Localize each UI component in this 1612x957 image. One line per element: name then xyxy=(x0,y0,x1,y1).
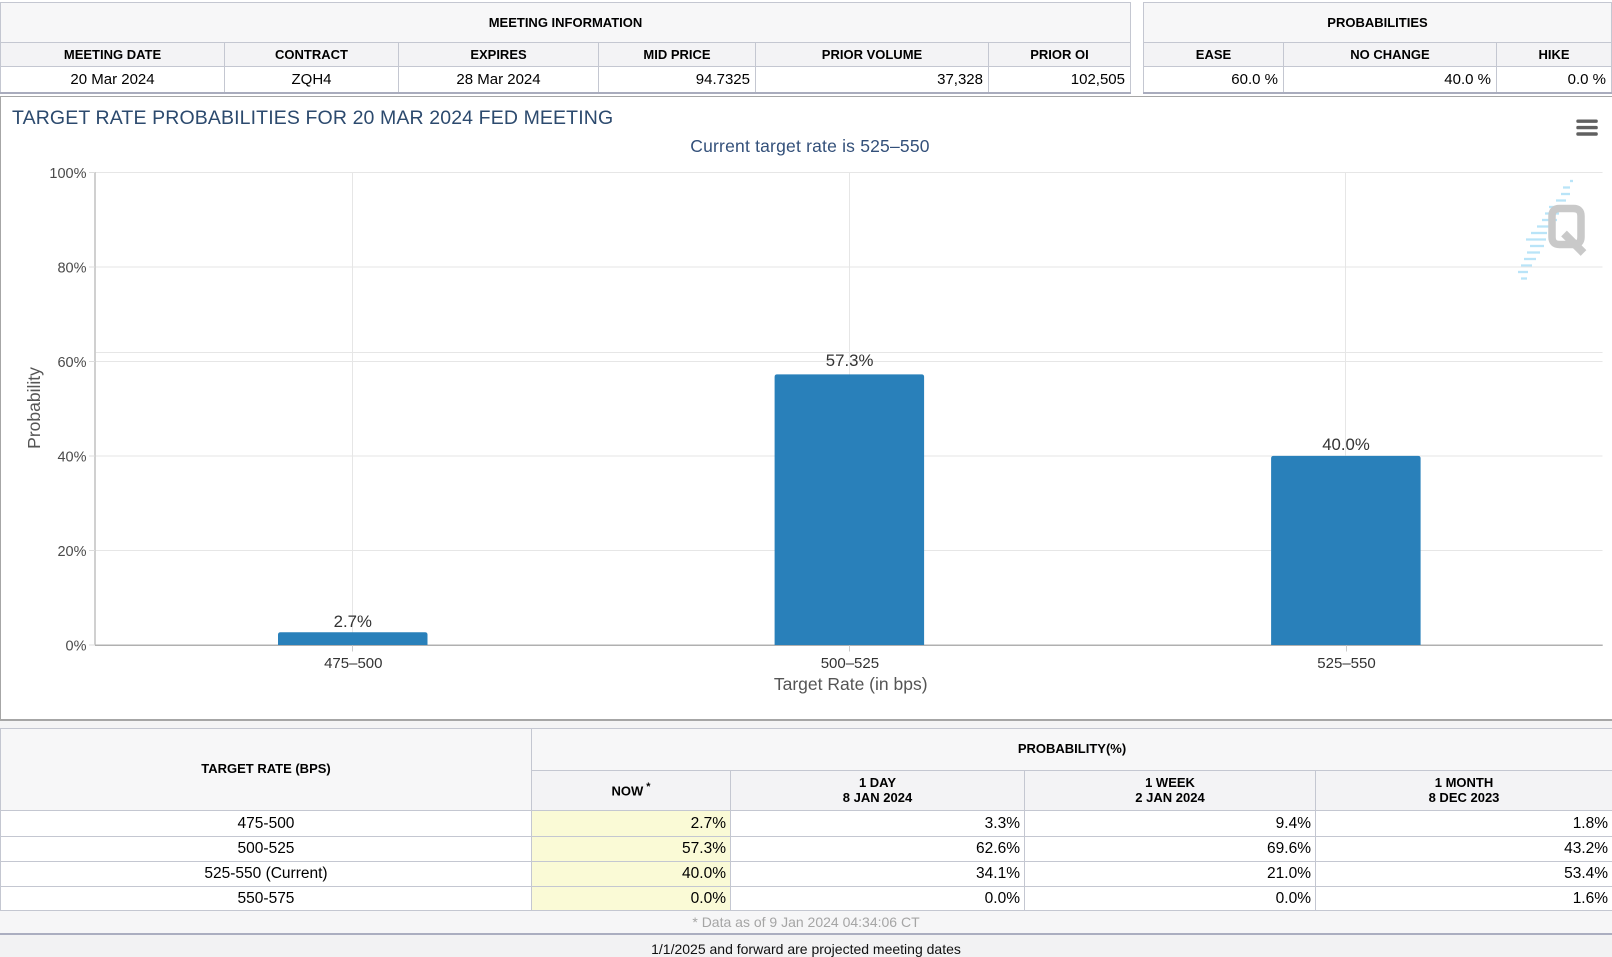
svg-text:0%: 0% xyxy=(66,639,87,655)
svg-text:Target Rate (in bps): Target Rate (in bps) xyxy=(774,674,928,694)
svg-text:60%: 60% xyxy=(57,355,86,371)
svg-text:20%: 20% xyxy=(57,544,86,560)
svg-text:40.0%: 40.0% xyxy=(1322,435,1370,454)
svg-text:Probability: Probability xyxy=(24,367,44,449)
svg-text:40%: 40% xyxy=(57,450,86,466)
svg-text:2.7%: 2.7% xyxy=(334,612,372,631)
svg-text:100%: 100% xyxy=(49,166,86,182)
svg-text:80%: 80% xyxy=(57,261,86,277)
svg-text:57.3%: 57.3% xyxy=(826,351,874,370)
svg-text:475–500: 475–500 xyxy=(324,655,382,672)
svg-text:500–525: 500–525 xyxy=(821,655,879,672)
svg-text:525–550: 525–550 xyxy=(1317,655,1375,672)
